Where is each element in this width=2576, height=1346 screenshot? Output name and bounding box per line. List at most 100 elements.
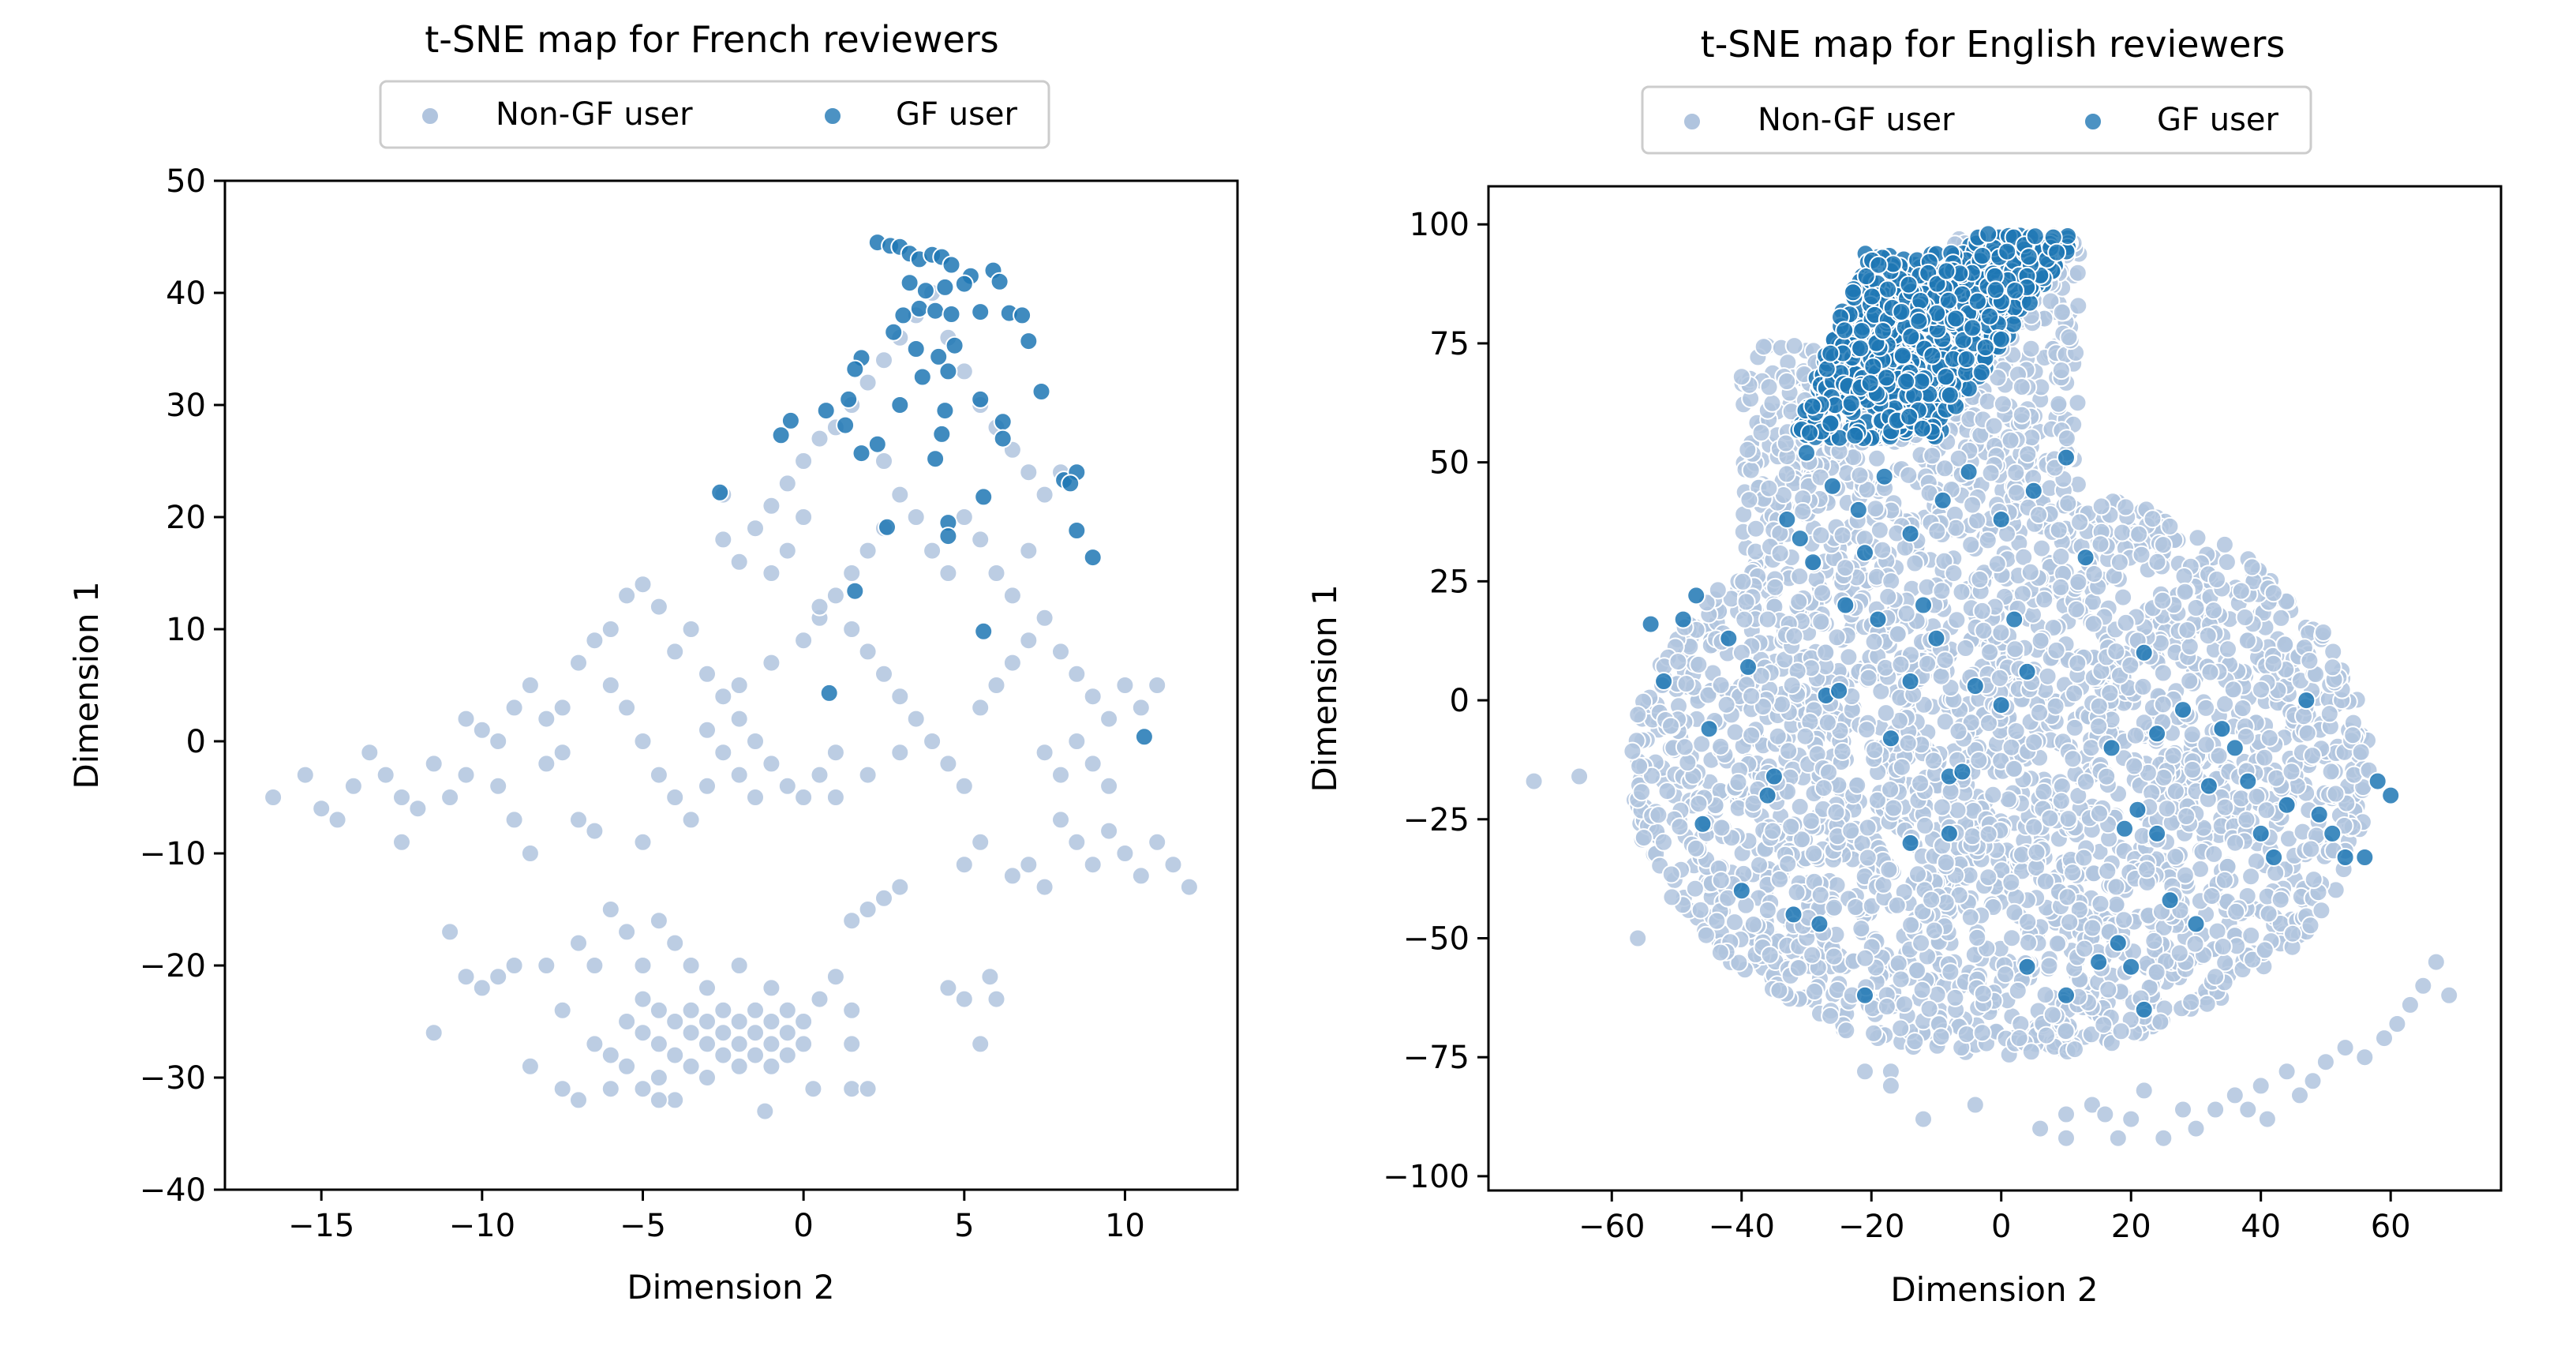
- point-gf: [1810, 914, 1829, 934]
- point-non-gf: [1632, 782, 1652, 802]
- point-non-gf: [2153, 695, 2173, 714]
- point-non-gf: [1952, 582, 1971, 602]
- point-non-gf: [569, 653, 588, 673]
- point-non-gf: [874, 664, 893, 684]
- point-gf: [938, 527, 958, 546]
- point-non-gf: [2301, 916, 2320, 935]
- point-non-gf: [1787, 883, 1807, 902]
- point-non-gf: [2154, 768, 2174, 787]
- point-non-gf: [2039, 956, 2059, 976]
- point-non-gf: [504, 810, 524, 830]
- y-axis-label: Dimension 1: [1305, 584, 1344, 792]
- point-non-gf: [713, 530, 733, 549]
- point-non-gf: [2151, 1012, 2170, 1032]
- point-non-gf: [2283, 924, 2302, 943]
- point-non-gf: [1850, 466, 1870, 486]
- point-gf: [990, 272, 1009, 291]
- point-non-gf: [1927, 521, 1947, 541]
- point-non-gf: [810, 989, 829, 1009]
- point-non-gf: [2326, 784, 2346, 804]
- point-non-gf: [1990, 668, 2009, 688]
- point-gf: [1971, 362, 1991, 382]
- point-non-gf: [2426, 952, 2446, 972]
- point-gf: [993, 429, 1013, 448]
- point-non-gf: [729, 1034, 749, 1054]
- point-non-gf: [2020, 562, 2040, 582]
- point-gf: [1900, 524, 1920, 544]
- point-non-gf: [1993, 394, 2012, 414]
- point-gf: [819, 683, 839, 703]
- point-non-gf: [2034, 782, 2054, 801]
- point-non-gf: [2196, 698, 2216, 718]
- point-gf: [1914, 595, 1933, 615]
- point-gf: [1732, 881, 1751, 901]
- point-gf: [1673, 609, 1693, 629]
- point-non-gf: [1099, 776, 1119, 796]
- point-non-gf: [729, 676, 749, 695]
- point-non-gf: [1760, 945, 1780, 965]
- point-non-gf: [264, 788, 283, 807]
- point-non-gf: [810, 597, 829, 617]
- point-non-gf: [424, 754, 444, 774]
- point-non-gf: [2290, 1085, 2309, 1105]
- point-non-gf: [2255, 940, 2275, 960]
- y-tick-label: −25: [1403, 802, 1470, 838]
- legend-marker-gf: [2084, 112, 2102, 131]
- point-non-gf: [1811, 526, 1831, 545]
- point-non-gf: [1841, 821, 1861, 841]
- point-non-gf: [1879, 860, 1899, 879]
- point-non-gf: [2069, 296, 2088, 316]
- point-non-gf: [2097, 767, 2117, 786]
- point-non-gf: [2241, 867, 2261, 887]
- point-non-gf: [1002, 653, 1022, 673]
- point-non-gf: [729, 1056, 749, 1076]
- point-non-gf: [2001, 872, 2021, 892]
- point-non-gf: [2068, 654, 2087, 673]
- point-non-gf: [1741, 460, 1761, 480]
- point-gf: [2225, 738, 2245, 758]
- point-non-gf: [1895, 995, 1915, 1014]
- point-non-gf: [938, 754, 958, 774]
- point-non-gf: [617, 586, 637, 606]
- point-non-gf: [2032, 538, 2051, 558]
- point-non-gf: [2137, 860, 2157, 879]
- legend: Non-GF user GF user: [1641, 85, 2312, 155]
- point-non-gf: [520, 844, 540, 863]
- point-non-gf: [713, 1045, 733, 1065]
- point-non-gf: [971, 530, 990, 549]
- point-non-gf: [2335, 1038, 2355, 1058]
- point-non-gf: [2063, 749, 2083, 769]
- point-non-gf: [2057, 1104, 2076, 1124]
- point-non-gf: [2215, 797, 2235, 817]
- point-gf: [1851, 339, 1870, 358]
- point-gf: [2297, 691, 2316, 710]
- point-non-gf: [2400, 995, 2420, 1014]
- point-gf: [1926, 628, 1946, 648]
- point-non-gf: [1115, 676, 1135, 695]
- point-non-gf: [376, 765, 395, 785]
- point-non-gf: [2175, 865, 2195, 885]
- point-gf: [2199, 776, 2218, 796]
- point-non-gf: [1801, 811, 1821, 830]
- x-tick-label: 5: [954, 1208, 974, 1244]
- point-non-gf: [1689, 654, 1709, 674]
- point-non-gf: [2439, 985, 2459, 1005]
- point-gf: [1654, 672, 1674, 691]
- point-non-gf: [681, 810, 701, 830]
- point-non-gf: [2056, 1022, 2076, 1041]
- point-non-gf: [2143, 509, 2162, 529]
- point-non-gf: [2049, 394, 2069, 414]
- point-non-gf: [874, 888, 893, 908]
- point-non-gf: [1035, 485, 1054, 504]
- point-non-gf: [1857, 720, 1877, 740]
- point-non-gf: [1892, 757, 1911, 777]
- point-non-gf: [1810, 885, 1830, 905]
- point-non-gf: [2323, 642, 2343, 662]
- point-non-gf: [2091, 534, 2110, 554]
- point-non-gf: [803, 1079, 823, 1099]
- y-tick-label: −30: [140, 1060, 206, 1097]
- point-non-gf: [2024, 733, 2044, 752]
- y-tick-label: −75: [1403, 1040, 1470, 1076]
- point-non-gf: [1770, 869, 1789, 889]
- point-gf: [1991, 695, 2011, 715]
